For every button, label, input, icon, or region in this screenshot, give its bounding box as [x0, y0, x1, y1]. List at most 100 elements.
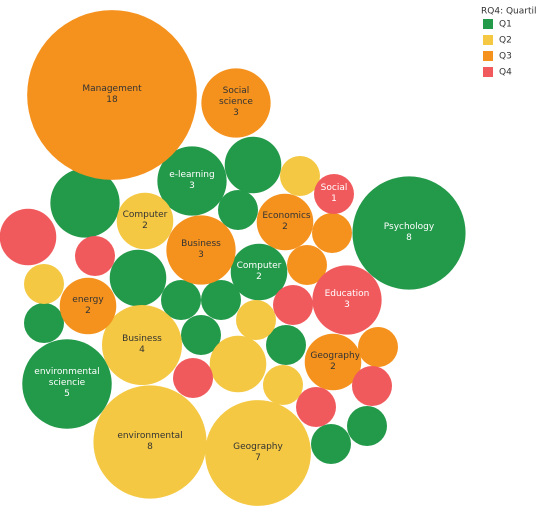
bubble-name: Business — [122, 334, 162, 344]
bubble — [27, 10, 197, 180]
bubble — [266, 325, 306, 365]
bubble — [93, 385, 207, 499]
bubble-name: Management — [82, 83, 142, 94]
bubble — [209, 335, 267, 393]
bubble-name: Computer — [236, 260, 282, 271]
bubble-label-box: Business 4 — [102, 305, 182, 385]
bubble-label-box: Computer 2 — [117, 193, 174, 250]
bubble — [0, 208, 57, 266]
bubble-value: 3 — [233, 108, 239, 119]
bubble-label-box: Management 18 — [27, 10, 197, 180]
bubble — [157, 146, 227, 216]
bubble — [201, 68, 271, 138]
bubble — [352, 176, 466, 290]
bubble-value: 3 — [189, 180, 195, 191]
legend-label: Q1 — [499, 20, 512, 30]
bubble-value: 2 — [330, 361, 336, 372]
bubble — [273, 285, 313, 325]
bubble — [173, 358, 213, 398]
bubble — [236, 300, 276, 340]
bubble — [352, 366, 392, 406]
bubble — [166, 215, 236, 285]
bubble-name: e-learning — [169, 169, 215, 180]
bubble-value: 4 — [139, 345, 145, 355]
bubble — [311, 424, 351, 464]
bubble — [161, 280, 201, 320]
bubble — [314, 174, 354, 214]
bubble-label-box: environmental sciencie 5 — [22, 339, 111, 428]
bubble — [312, 265, 382, 335]
bubble — [24, 264, 64, 304]
bubble-value: 3 — [344, 299, 350, 310]
bubble — [116, 192, 174, 250]
bubble-value: 2 — [142, 220, 148, 231]
bubble — [75, 236, 115, 276]
bubble-value: 1 — [331, 194, 337, 204]
bubble-value: 18 — [106, 94, 118, 105]
bubble-value: 5 — [64, 389, 70, 400]
legend-swatch — [483, 35, 493, 45]
bubble — [358, 327, 398, 367]
bubble-value: 2 — [85, 305, 91, 316]
bubble-label-box: Economics 2 — [257, 194, 314, 251]
bubble-value: 2 — [282, 221, 288, 232]
bubble-value: 7 — [255, 452, 261, 463]
bubble — [218, 190, 258, 230]
bubble — [304, 333, 362, 391]
bubble-label-box: Psychology 8 — [352, 176, 465, 289]
bubble-label-box: Business 3 — [166, 215, 235, 284]
bubble — [296, 387, 336, 427]
bubble-name: Business — [181, 238, 221, 249]
bubble-name: Education — [324, 288, 370, 299]
bubble-name: Economics — [262, 210, 311, 221]
legend-swatch — [483, 51, 493, 61]
bubble-name: Geography — [310, 350, 361, 361]
bubble — [312, 213, 352, 253]
bubble — [109, 249, 167, 307]
bubble — [224, 136, 282, 194]
bubble-name: Psychology — [383, 221, 435, 232]
legend-label: Q4 — [499, 68, 512, 78]
bubble-value: 8 — [147, 441, 153, 452]
bubble — [347, 406, 387, 446]
bubble — [205, 400, 311, 506]
bubble-name: environmental sciencie — [34, 367, 100, 389]
bubble-value: 8 — [406, 232, 412, 243]
legend-label: Q3 — [499, 52, 512, 62]
bubble — [230, 243, 288, 301]
bubble-value: 3 — [198, 249, 204, 260]
legend-swatch — [483, 67, 493, 77]
legend-label: Q2 — [499, 36, 512, 46]
bubble — [280, 156, 320, 196]
bubble-label-box: Geography 2 — [305, 334, 362, 391]
bubble — [263, 365, 303, 405]
bubble-label-box: Social 1 — [314, 174, 354, 214]
bubble — [59, 277, 117, 335]
bubble-value: 2 — [256, 271, 262, 282]
bubble — [181, 315, 221, 355]
bubble — [201, 280, 241, 320]
bubble-label-box: Geography 7 — [205, 400, 311, 506]
bubble-name: environmental — [117, 430, 183, 441]
bubble — [22, 339, 112, 429]
bubble-label-box: Computer 2 — [231, 244, 288, 301]
bubble-label-box: energy 2 — [60, 278, 117, 335]
bubble-name: energy — [72, 294, 104, 305]
bubble — [287, 245, 327, 285]
legend-swatch — [483, 19, 493, 29]
